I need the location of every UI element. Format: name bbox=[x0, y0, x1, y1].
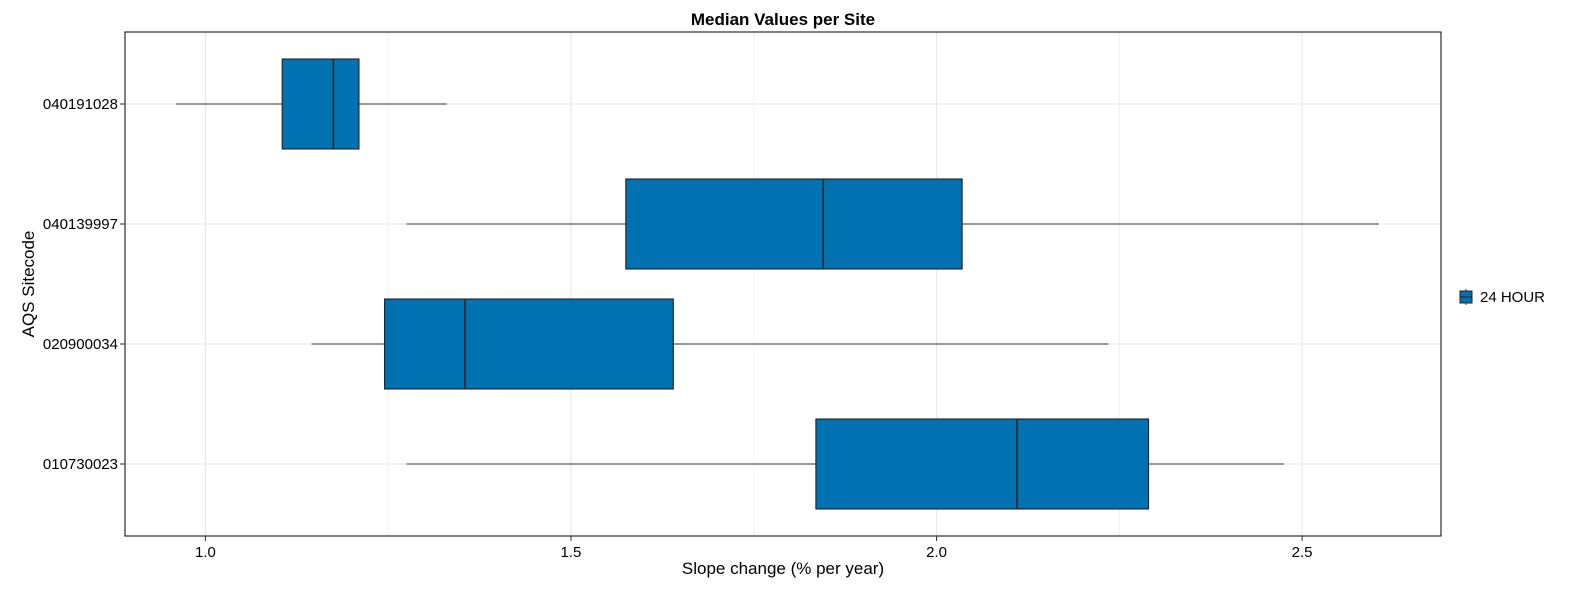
y-tick-label: 020900034 bbox=[43, 336, 118, 353]
y-tick-label: 040139997 bbox=[43, 216, 118, 233]
chart-title: Median Values per Site bbox=[691, 10, 875, 29]
x-axis-label: Slope change (% per year) bbox=[682, 559, 884, 578]
iqr-box bbox=[383, 298, 674, 390]
y-tick-label: 010730023 bbox=[43, 456, 118, 473]
x-tick-label: 2.0 bbox=[926, 544, 947, 561]
x-axis: 1.0 1.5 2.0 2.5 bbox=[195, 536, 1313, 561]
x-tick-label: 1.0 bbox=[195, 544, 216, 561]
iqr-box bbox=[281, 58, 360, 150]
y-axis: 040191028 040139997 020900034 010730023 bbox=[43, 96, 125, 473]
x-tick-label: 1.5 bbox=[561, 544, 582, 561]
whisker-layer bbox=[176, 103, 1379, 465]
legend-label: 24 HOUR bbox=[1480, 289, 1545, 306]
x-tick-label: 2.5 bbox=[1292, 544, 1313, 561]
y-axis-label: AQS Sitecode bbox=[19, 231, 38, 338]
iqr-box bbox=[815, 418, 1150, 510]
iqr-box bbox=[625, 178, 963, 270]
plot-frame bbox=[124, 31, 1442, 537]
box-layer bbox=[281, 58, 1150, 510]
legend: 24 HOUR bbox=[1459, 289, 1545, 306]
y-tick-label: 040191028 bbox=[43, 96, 118, 113]
